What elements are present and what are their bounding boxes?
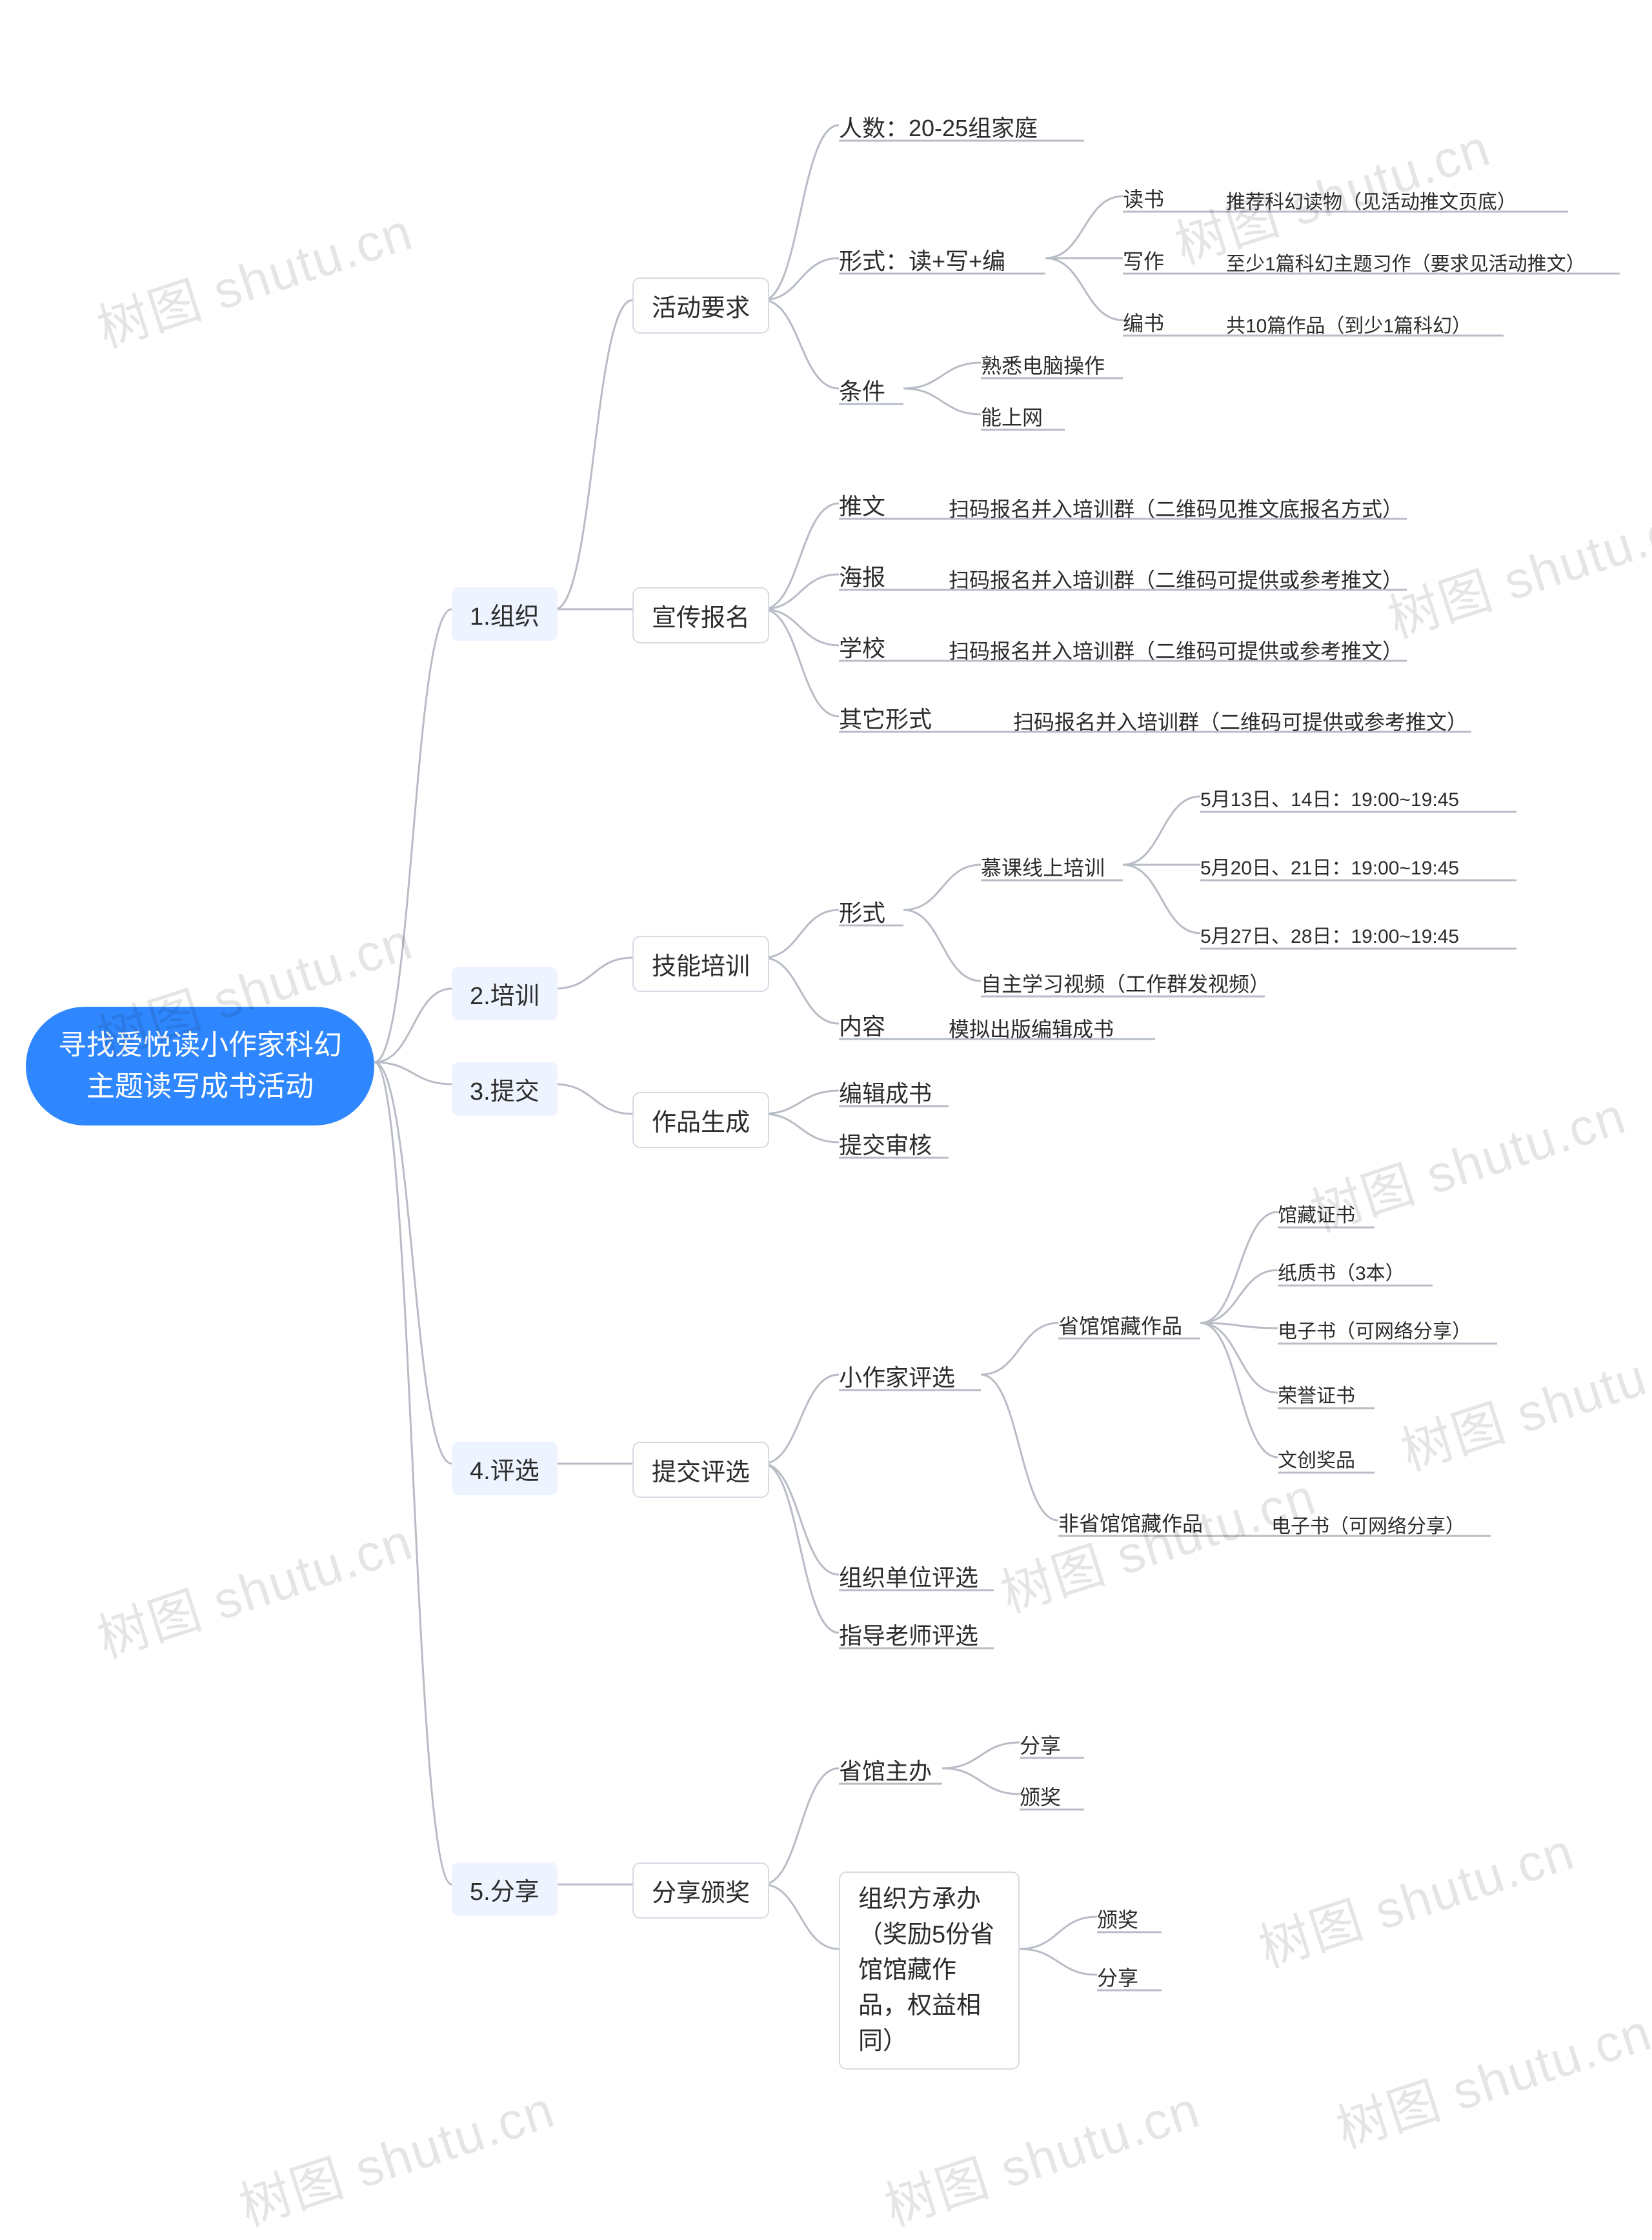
l4-tweet-d: 扫码报名并入培训群（二维码见推文底报名方式）: [949, 493, 1403, 523]
l1-share: 5.分享: [452, 1862, 558, 1916]
l4-poster-d: 扫码报名并入培训群（二维码可提供或参考推文）: [949, 564, 1403, 594]
watermark: 树图 shutu.cn: [1325, 1991, 1652, 2163]
l3-prov: 省馆主办: [839, 1753, 932, 1786]
l4-share2: 分享: [1097, 1962, 1138, 1992]
l4-award1: 颁奖: [1020, 1781, 1061, 1811]
l5-honor: 荣誉证书: [1278, 1380, 1355, 1408]
l4-self: 自主学习视频（工作群发视频）: [981, 968, 1270, 998]
l3-review: 提交审核: [839, 1127, 932, 1160]
l4-content-d: 模拟出版编辑成书: [949, 1013, 1114, 1043]
l5-cert: 馆藏证书: [1278, 1199, 1355, 1227]
l4-net: 能上网: [981, 401, 1043, 431]
l4-share1: 分享: [1020, 1730, 1061, 1759]
l5-ebook1: 电子书（可网络分享）: [1278, 1315, 1471, 1344]
l3-writer: 小作家评选: [839, 1359, 955, 1393]
watermark: 树图 shutu.cn: [874, 2068, 1208, 2240]
l3-people: 人数：20-25组家庭: [839, 110, 1038, 143]
l4-pc: 熟悉电脑操作: [981, 350, 1105, 379]
l3-org: 组织单位评选: [839, 1559, 978, 1593]
l2-promo: 宣传报名: [632, 587, 769, 643]
l3-condition: 条件: [839, 373, 885, 407]
l3-content: 内容: [839, 1008, 885, 1042]
l4-read: 读书: [1123, 183, 1164, 213]
root-node: 寻找爱悦读小作家科幻主题读写成书活动: [26, 1007, 374, 1125]
watermark: 树图 shutu.cn: [990, 1455, 1324, 1628]
l3-tweet: 推文: [839, 488, 885, 521]
l4-prov-store: 省馆馆藏作品: [1058, 1310, 1182, 1340]
l2-workgen: 作品生成: [632, 1092, 769, 1148]
l2-submit-eval: 提交评选: [632, 1442, 769, 1498]
l5-paper: 纸质书（3本）: [1278, 1257, 1405, 1286]
l4-other-d: 扫码报名并入培训群（二维码可提供或参考推文）: [1013, 706, 1467, 736]
l3-mode: 形式: [839, 894, 885, 928]
l5-ebook2: 电子书（可网络分享）: [1271, 1510, 1465, 1539]
l3-other: 其它形式: [839, 701, 932, 734]
l5-read-detail: 推荐科幻读物（见活动推文页底）: [1226, 186, 1516, 214]
l3-teacher: 指导老师评选: [839, 1617, 978, 1651]
watermark: 树图 shutu.cn: [86, 1500, 421, 1673]
watermark: 树图 shutu.cn: [228, 2068, 563, 2240]
watermark: 树图 shutu.cn: [1248, 1810, 1582, 1983]
l3-edit: 编辑成书: [839, 1075, 932, 1109]
l1-submit: 3.提交: [452, 1062, 558, 1116]
l4-award2: 颁奖: [1097, 1904, 1138, 1933]
watermark: 树图 shutu.cn: [1377, 481, 1652, 653]
l5-write-detail: 至少1篇科幻主题习作（要求见活动推文）: [1226, 248, 1586, 276]
l3-school: 学校: [839, 630, 885, 663]
l5-t1: 5月13日、14日：19:00~19:45: [1200, 783, 1459, 812]
l1-organize: 1.组织: [452, 587, 558, 641]
l3-poster: 海报: [839, 559, 885, 592]
l4-school-d: 扫码报名并入培训群（二维码可提供或参考推文）: [949, 635, 1403, 665]
l5-cultural: 文创奖品: [1278, 1444, 1355, 1473]
l1-train: 2.培训: [452, 967, 558, 1020]
l4-compile: 编书: [1123, 307, 1164, 337]
l3-format: 形式：读+写+编: [839, 243, 1005, 276]
l2-share-award: 分享颁奖: [632, 1862, 769, 1919]
l4-mooc: 慕课线上培训: [981, 852, 1105, 882]
l1-evaluate: 4.评选: [452, 1442, 558, 1495]
l5-t3: 5月27日、28日：19:00~19:45: [1200, 920, 1459, 949]
l5-compile-detail: 共10篇作品（到少1篇科幻）: [1226, 310, 1471, 338]
l4-write: 写作: [1123, 245, 1164, 275]
watermark: 树图 shutu.cn: [86, 190, 421, 363]
l2-skill: 技能培训: [632, 936, 769, 992]
l2-activity-req: 活动要求: [632, 277, 769, 334]
l5-t2: 5月20日、21日：19:00~19:45: [1200, 852, 1459, 880]
l4-nonprov: 非省馆馆藏作品: [1058, 1508, 1203, 1537]
l3-orgundertake: 组织方承办（奖励5份省馆馆藏作品，权益相同）: [839, 1872, 1020, 2070]
